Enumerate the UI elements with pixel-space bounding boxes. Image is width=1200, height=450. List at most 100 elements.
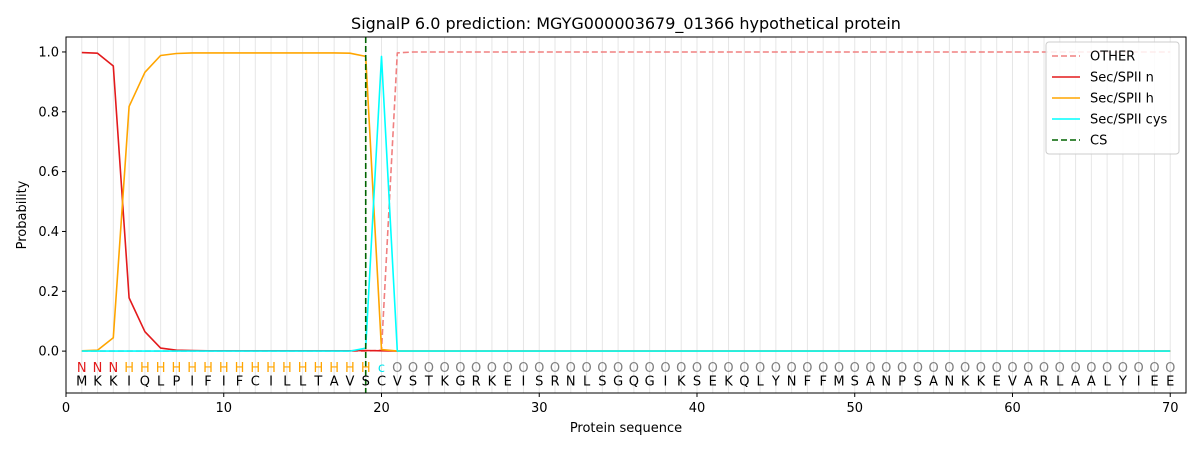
residue-label: F [804, 375, 811, 390]
residue-label: P [898, 375, 906, 390]
residue-label: Y [1118, 375, 1127, 390]
region-label: H [203, 361, 213, 376]
residue-label: V [1008, 375, 1017, 390]
residue-label: F [204, 375, 211, 390]
region-label: H [140, 361, 150, 376]
residue-label: T [313, 375, 322, 390]
region-label: O [708, 361, 718, 376]
residue-label: R [472, 375, 481, 390]
region-label: N [108, 361, 118, 376]
region-label: O [881, 361, 891, 376]
region-label: O [1165, 361, 1175, 376]
region-label: O [408, 361, 418, 376]
residue-label: S [409, 375, 417, 390]
residue-label: K [977, 375, 986, 390]
region-label: O [566, 361, 576, 376]
residue-label: G [455, 375, 465, 390]
region-label: H [298, 361, 308, 376]
residue-label: Q [739, 375, 749, 390]
legend: OTHER Sec/SPII n Sec/SPII h Sec/SPII cys CS [1045, 41, 1180, 155]
region-label: O [424, 361, 434, 376]
legend-box [1045, 41, 1180, 155]
region-label: O [865, 361, 875, 376]
residue-label: C [251, 375, 260, 390]
region-label: O [692, 361, 702, 376]
residue-label: S [535, 375, 543, 390]
region-label: H [219, 361, 229, 376]
region-label: O [676, 361, 686, 376]
residue-label: S [362, 375, 370, 390]
residue-label: L [1056, 375, 1064, 390]
region-label: O [392, 361, 402, 376]
region-label: O [1023, 361, 1033, 376]
residue-label: N [881, 375, 891, 390]
residue-label: V [345, 375, 354, 390]
region-label: c [378, 361, 385, 376]
y-tick-label: 0.4 [38, 225, 59, 240]
residue-label: E [1166, 375, 1174, 390]
residue-label: M [833, 375, 844, 390]
region-label: H [250, 361, 260, 376]
region-label: H [172, 361, 182, 376]
region-label: O [739, 361, 749, 376]
residue-label: A [330, 375, 339, 390]
region-label: O [487, 361, 497, 376]
series-lines [81, 37, 1171, 393]
residue-label: L [1104, 375, 1112, 390]
residue-label: S [851, 375, 859, 390]
region-label: O [723, 361, 733, 376]
region-label: O [787, 361, 797, 376]
residue-label: L [756, 375, 764, 390]
residue-label: S [914, 375, 922, 390]
residue-label: K [109, 375, 118, 390]
residue-label: I [664, 375, 668, 390]
residue-label: A [866, 375, 875, 390]
region-label: O [581, 361, 591, 376]
region-label: O [1118, 361, 1128, 376]
residue-label: E [709, 375, 717, 390]
region-label: O [834, 361, 844, 376]
residue-label: P [173, 375, 181, 390]
residue-label: E [1150, 375, 1158, 390]
region-label: O [928, 361, 938, 376]
residue-label: K [724, 375, 733, 390]
residue-label: R [550, 375, 559, 390]
residue-label: N [787, 375, 797, 390]
region-label: O [503, 361, 513, 376]
region-label: N [77, 361, 87, 376]
axes: 0 10 20 30 40 50 60 70 0.0 0.2 0.4 0.6 0.8 1.0 [38, 45, 1178, 416]
region-label: O [1149, 361, 1159, 376]
series-line-sec-spii-cys [81, 55, 1171, 352]
residue-label: L [283, 375, 291, 390]
region-label: H [235, 361, 245, 376]
x-tick-label: 60 [1004, 401, 1021, 416]
region-label: H [124, 361, 134, 376]
residue-label: Y [771, 375, 780, 390]
legend-label: CS [1090, 134, 1107, 149]
x-axis-label: Protein sequence [570, 421, 682, 436]
residue-label: C [377, 375, 386, 390]
region-label: O [802, 361, 812, 376]
region-label: O [629, 361, 639, 376]
residue-label: L [583, 375, 591, 390]
region-label: H [345, 361, 355, 376]
region-label: O [913, 361, 923, 376]
residue-label: I [190, 375, 194, 390]
residue-label: I [522, 375, 526, 390]
region-label: H [282, 361, 292, 376]
region-label: O [1102, 361, 1112, 376]
legend-label: OTHER [1090, 50, 1135, 65]
region-label: O [597, 361, 607, 376]
residue-label: K [488, 375, 497, 390]
residue-label: R [1040, 375, 1049, 390]
region-label: O [660, 361, 670, 376]
region-label: O [771, 361, 781, 376]
residue-label: F [236, 375, 243, 390]
region-label: O [518, 361, 528, 376]
region-label: H [361, 361, 371, 376]
region-label: O [960, 361, 970, 376]
legend-label: Sec/SPII n [1090, 71, 1154, 86]
region-label: O [534, 361, 544, 376]
